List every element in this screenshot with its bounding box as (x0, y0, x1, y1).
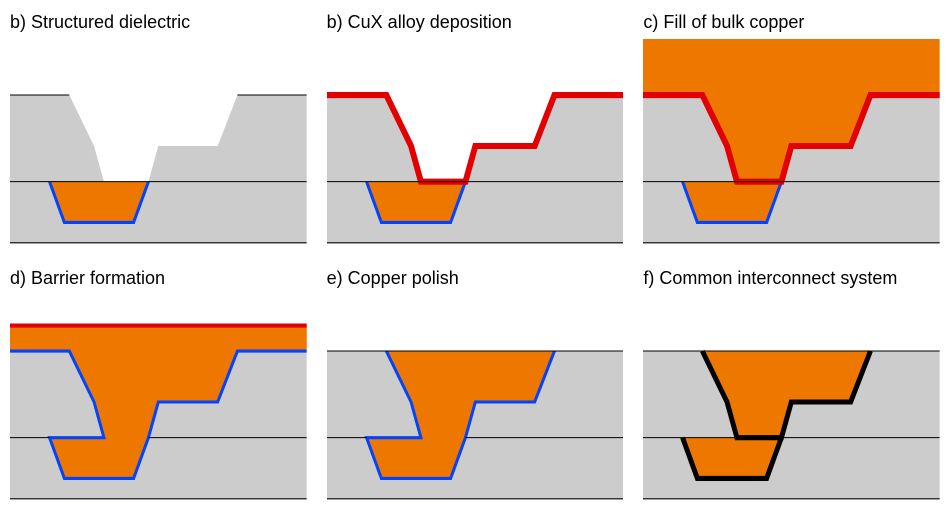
panel-a: b) Structured dielectric (0, 0, 317, 256)
panel-e-title: e) Copper polish (327, 268, 624, 289)
panel-c-title: c) Fill of bulk copper (643, 12, 940, 33)
panel-d-title: d) Barrier formation (10, 268, 307, 289)
panel-d-canvas (10, 295, 307, 509)
panel-a-canvas (10, 39, 307, 253)
panel-e: e) Copper polish (317, 256, 634, 512)
panel-b-title: b) CuX alloy deposition (327, 12, 624, 33)
panel-c-canvas (643, 39, 940, 253)
panel-f-title: f) Common interconnect system (643, 268, 940, 289)
panel-e-canvas (327, 295, 624, 509)
diagram-grid: b) Structured dielectric b) CuX allo (0, 0, 950, 512)
panel-d: d) Barrier formation (0, 256, 317, 512)
panel-b-canvas (327, 39, 624, 253)
panel-c: c) Fill of bulk copper (633, 0, 950, 256)
panel-f: f) Common interconnect system (633, 256, 950, 512)
panel-a-title: b) Structured dielectric (10, 12, 307, 33)
panel-f-canvas (643, 295, 940, 509)
panel-b: b) CuX alloy deposition (317, 0, 634, 256)
